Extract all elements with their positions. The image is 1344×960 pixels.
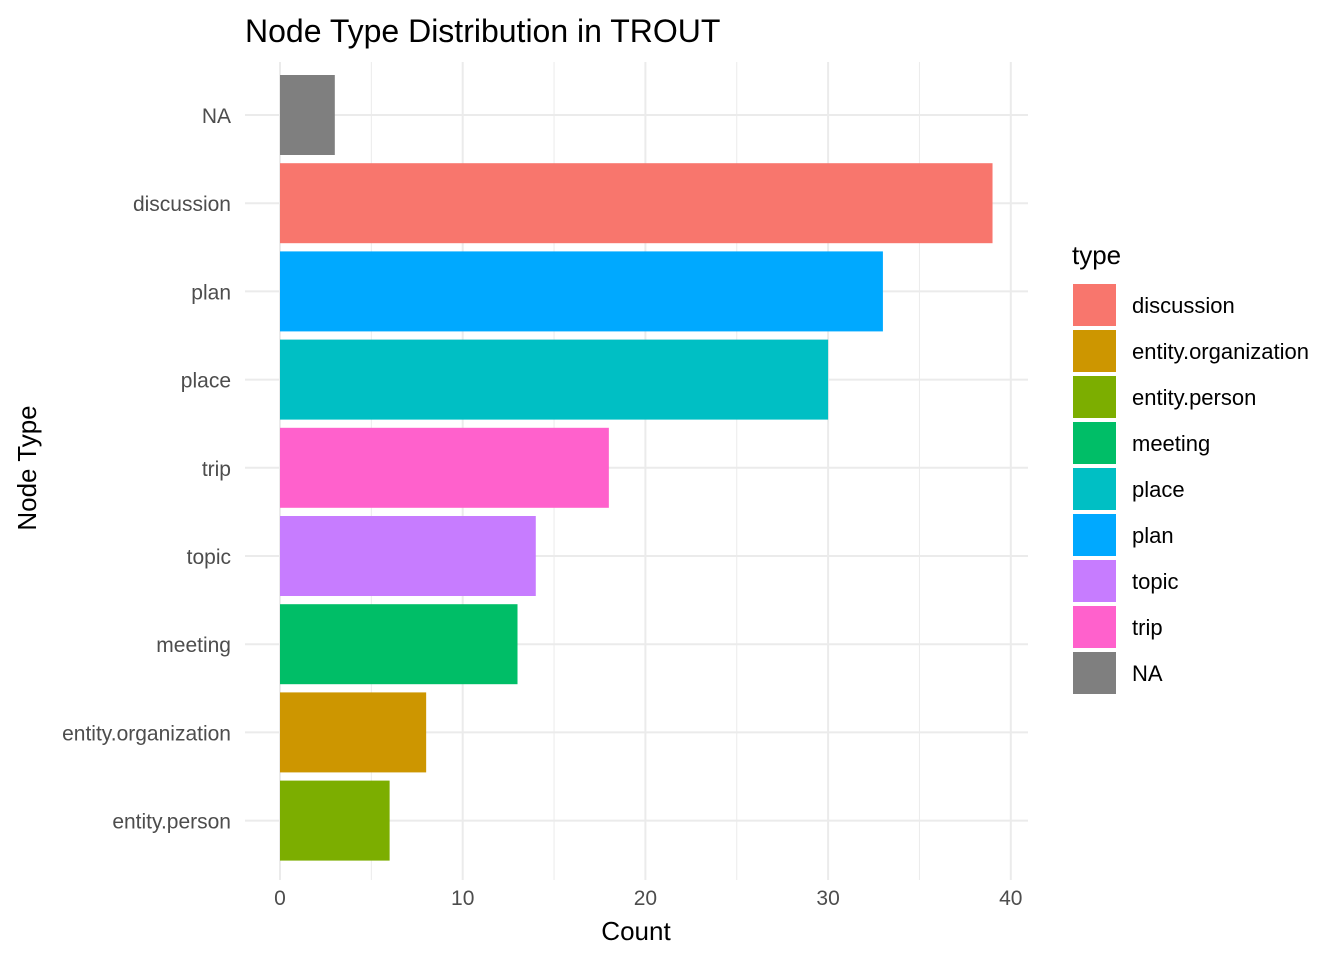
bar-meeting [280, 604, 518, 685]
legend-label: topic [1132, 569, 1178, 594]
y-tick-label: topic [187, 546, 231, 569]
legend-label: meeting [1132, 431, 1210, 456]
legend-label: NA [1132, 661, 1163, 686]
y-tick-label: place [181, 370, 231, 393]
chart-title: Node Type Distribution in TROUT [245, 13, 720, 49]
x-tick-label: 0 [274, 887, 286, 910]
bar-na [280, 75, 335, 155]
legend-swatch [1073, 468, 1116, 510]
x-tick-label: 10 [451, 887, 474, 910]
y-tick-labels: NA discussion plan place trip topic meeting ent… [62, 105, 231, 834]
legend-label: entity.person [1132, 385, 1256, 410]
x-axis-title: Count [601, 916, 671, 946]
legend-swatch [1073, 652, 1116, 694]
y-tick-label: discussion [133, 193, 231, 216]
legend-label: place [1132, 477, 1185, 502]
x-tick-label: 40 [999, 887, 1022, 910]
legend-swatch [1073, 330, 1116, 372]
legend-label: trip [1132, 615, 1163, 640]
y-tick-label: entity.organization [62, 722, 231, 745]
bar-discussion [280, 163, 993, 244]
bars [280, 75, 993, 861]
y-tick-label: entity.person [112, 811, 231, 834]
y-axis-title: Node Type [12, 405, 42, 530]
legend-swatch [1073, 376, 1116, 418]
legend-title: type [1072, 240, 1121, 270]
legend-label: plan [1132, 523, 1174, 548]
legend-swatch [1073, 422, 1116, 464]
x-tick-labels: 0 10 20 30 40 [274, 887, 1022, 910]
y-tick-label: meeting [156, 634, 231, 657]
legend-label: entity.organization [1132, 339, 1309, 364]
legend-swatch [1073, 560, 1116, 602]
bar-place [280, 339, 829, 420]
y-tick-label: plan [191, 281, 231, 304]
bar-entity-organization [280, 692, 427, 773]
y-tick-label: trip [202, 458, 231, 481]
bar-trip [280, 427, 609, 508]
legend-swatch [1073, 606, 1116, 648]
bar-topic [280, 516, 536, 596]
legend-label: discussion [1132, 293, 1235, 318]
legend-swatch [1073, 284, 1116, 326]
legend-swatch [1073, 514, 1116, 556]
legend: type discussion entity.organization entity… [1072, 240, 1309, 694]
x-tick-label: 30 [816, 887, 839, 910]
x-tick-label: 20 [634, 887, 657, 910]
y-tick-label: NA [202, 105, 231, 128]
bar-plan [280, 251, 883, 332]
bar-entity-person [280, 780, 390, 861]
